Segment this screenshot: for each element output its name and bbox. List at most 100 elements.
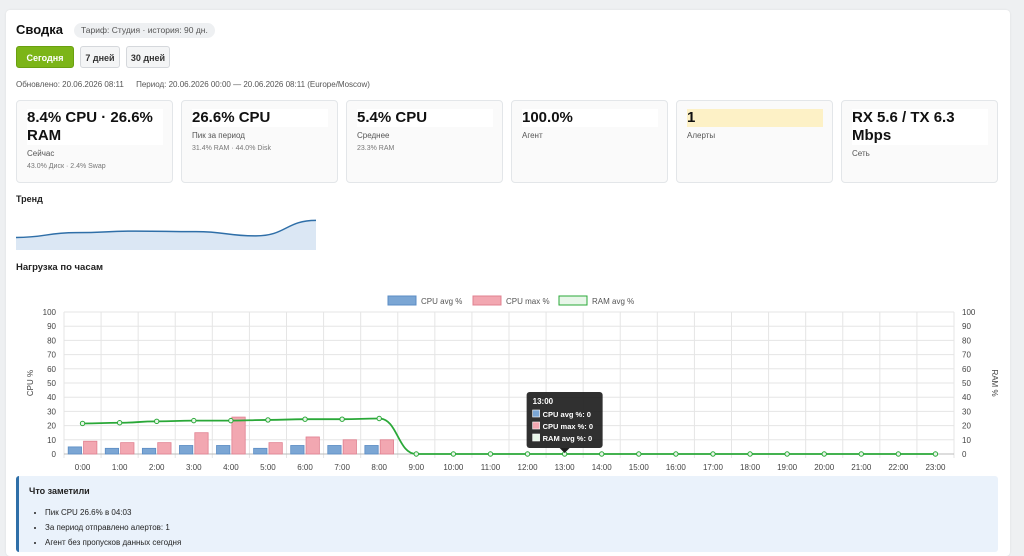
card-value: 1 (687, 109, 823, 127)
bar-cpu-max (83, 440, 98, 455)
x-tick-label: 10:00 (443, 463, 464, 470)
notes-title: Что заметили (29, 486, 90, 496)
bar-cpu-max (120, 442, 135, 455)
bar-cpu-avg (253, 447, 268, 455)
ram-point (154, 418, 160, 425)
tooltip-line: CPU max %: 0 (543, 422, 593, 431)
card-value: 5.4% CPU (357, 109, 493, 127)
x-tick-label: 1:00 (112, 463, 128, 470)
ram-point (784, 451, 790, 457)
tooltip-pointer (559, 448, 570, 453)
x-tick-label: 21:00 (851, 463, 872, 470)
ram-point (747, 451, 753, 457)
trend-line (16, 219, 316, 239)
bar-cpu-max (268, 442, 283, 455)
card-value: 26.6% CPU (192, 109, 328, 127)
card-network: RX 5.6 / TX 6.3 Mbps Сеть (841, 100, 998, 183)
ram-point (636, 451, 642, 457)
x-tick-label: 19:00 (777, 463, 798, 470)
x-tick-label: 11:00 (481, 463, 501, 470)
bar-cpu-avg (290, 445, 305, 455)
tooltip-swatch (532, 409, 540, 418)
card-peak: 26.6% CPU Пик за период 31.4% RAM · 44.0… (181, 100, 338, 183)
ram-point (339, 416, 345, 422)
y-tick-label: 80 (47, 336, 56, 345)
tooltip-title: 13:00 (533, 397, 554, 406)
x-tick-label: 0:00 (75, 463, 91, 470)
ram-point (376, 415, 382, 422)
notes-box: Что заметили Пик CPU 26.6% в 04:03 За пе… (16, 476, 998, 552)
y-tick-label: 0 (52, 450, 57, 459)
x-tick-label: 17:00 (703, 463, 724, 470)
y2-tick-label: 80 (962, 336, 971, 345)
load-title: Нагрузка по часам (16, 262, 104, 273)
note-item: Агент без пропусков данных сегодня (45, 535, 181, 550)
bar-cpu-avg (327, 445, 342, 455)
y-axis-title: CPU % (26, 370, 35, 396)
ram-point (191, 417, 197, 424)
ram-point (228, 417, 234, 424)
y-tick-label: 70 (47, 351, 56, 360)
x-tick-label: 9:00 (409, 463, 425, 470)
x-tick-label: 2:00 (149, 463, 165, 470)
y2-tick-label: 70 (962, 351, 971, 360)
updated-text: Обновлено: 20.06.2026 08:11 (16, 80, 124, 89)
note-item: Пик CPU 26.6% в 04:03 (45, 505, 181, 520)
stat-cards: 8.4% CPU · 26.6% RAM Сейчас 43.0% Диск ·… (16, 100, 998, 183)
x-tick-label: 23:00 (925, 463, 946, 470)
card-label: Пик за период (192, 131, 245, 140)
card-sub: 23.3% RAM (357, 145, 395, 152)
y-tick-label: 40 (47, 393, 56, 402)
ram-point (599, 451, 605, 457)
x-tick-label: 13:00 (555, 463, 576, 470)
page-title: Сводка (16, 22, 63, 37)
y2-tick-label: 0 (962, 450, 967, 459)
card-label: Сеть (852, 149, 870, 158)
y2-axis-title: RAM % (990, 369, 999, 396)
bar-cpu-max (379, 439, 394, 455)
ram-point (79, 420, 86, 427)
y-tick-label: 100 (43, 308, 57, 317)
card-sub: 31.4% RAM · 44.0% Disk (192, 145, 271, 152)
legend-label: CPU avg % (421, 297, 462, 306)
y2-tick-label: 100 (962, 308, 976, 317)
x-tick-label: 20:00 (814, 463, 835, 470)
x-tick-label: 15:00 (629, 463, 650, 470)
x-tick-label: 16:00 (666, 463, 687, 470)
x-tick-label: 6:00 (297, 463, 313, 470)
ram-point (450, 451, 457, 457)
card-label: Сейчас (27, 149, 55, 158)
legend-swatch (472, 295, 502, 306)
today-button[interactable]: Сегодня (16, 46, 74, 68)
week-button[interactable]: 7 дней (80, 46, 120, 68)
bar-cpu-avg (104, 447, 120, 455)
bar-cpu-max (305, 436, 320, 455)
y-tick-label: 20 (47, 422, 56, 431)
ram-point (895, 451, 902, 457)
legend-swatch (558, 295, 588, 306)
y-tick-label: 60 (47, 365, 56, 374)
bar-cpu-avg (141, 447, 157, 455)
month-button[interactable]: 30 дней (126, 46, 170, 68)
legend-label: RAM avg % (592, 297, 634, 306)
bar-cpu-max (231, 416, 246, 455)
bar-cpu-avg (216, 445, 231, 455)
y-tick-label: 50 (47, 379, 56, 388)
hourly-load-chart: CPU avg % CPU max % RAM avg % 0 0 10 10 20 20 30 3… (26, 295, 999, 470)
y2-tick-label: 30 (962, 407, 971, 416)
legend-label: CPU max % (506, 297, 550, 306)
notes-list: Пик CPU 26.6% в 04:03 За период отправле… (45, 505, 181, 550)
trend-sparkline (16, 219, 316, 250)
y2-tick-label: 60 (962, 365, 971, 374)
bar-cpu-avg (179, 445, 194, 455)
x-tick-label: 22:00 (888, 463, 909, 470)
ram-point (413, 451, 419, 457)
bar-cpu-max (342, 439, 357, 455)
card-label: Агент (522, 131, 543, 140)
tooltip-swatch (532, 421, 540, 430)
card-value: RX 5.6 / TX 6.3 Mbps (852, 109, 988, 145)
tooltip-swatch (532, 433, 540, 442)
ram-point (116, 420, 123, 426)
ram-point (673, 451, 679, 457)
summary-panel: Сводка Тариф: Студия · история: 90 дн. С… (6, 10, 1010, 556)
